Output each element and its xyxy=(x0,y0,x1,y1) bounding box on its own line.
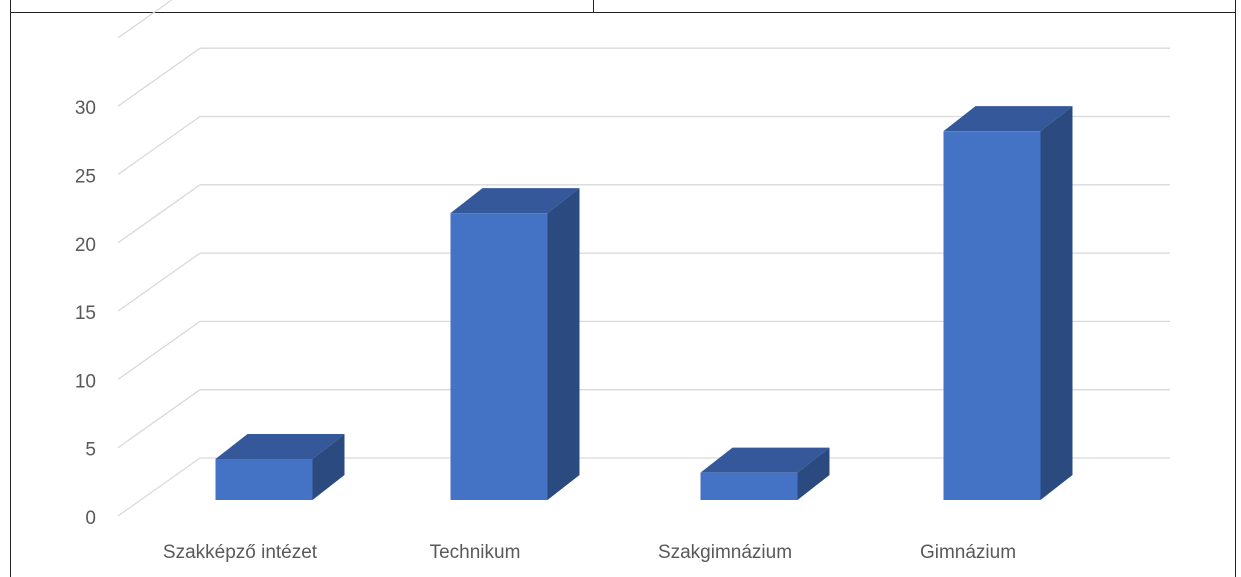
x-tick-label: Szakgimnázium xyxy=(658,542,792,563)
gridline-diagonal xyxy=(117,389,201,449)
bar-side xyxy=(797,447,830,500)
x-tick-label: Szakképző intézet xyxy=(163,542,318,563)
y-tick-label: 20 xyxy=(75,235,96,256)
bar-top xyxy=(943,106,1073,132)
bar xyxy=(450,213,548,500)
frame-right-border xyxy=(1235,13,1236,577)
bar-side xyxy=(312,434,345,500)
y-tick-label: 25 xyxy=(75,167,96,188)
table-top-border xyxy=(10,0,1236,13)
bar-side xyxy=(1040,106,1073,501)
bar xyxy=(943,131,1041,500)
y-tick-label: 15 xyxy=(75,303,96,324)
bar-side xyxy=(547,188,580,500)
gridline-diagonal xyxy=(117,0,173,39)
gridline-diagonal xyxy=(117,457,201,517)
gridline-diagonal xyxy=(117,252,201,312)
bar-top xyxy=(450,188,580,214)
bar xyxy=(700,472,798,500)
y-tick-label: 30 xyxy=(75,98,96,119)
gridline-diagonal xyxy=(117,320,201,380)
frame-left-border xyxy=(10,13,11,577)
bar xyxy=(215,459,313,500)
table-column-divider xyxy=(593,0,594,12)
y-tick-label: 0 xyxy=(85,508,96,529)
bar-top xyxy=(215,434,345,460)
x-tick-label: Gimnázium xyxy=(920,542,1016,563)
bar-top xyxy=(700,447,830,473)
gridline-diagonal xyxy=(117,47,201,107)
gridline-diagonal xyxy=(117,184,201,244)
y-tick-label: 10 xyxy=(75,371,96,392)
x-tick-label: Technikum xyxy=(430,542,521,563)
y-tick-label: 5 xyxy=(85,440,96,461)
gridline-diagonal xyxy=(117,115,201,176)
